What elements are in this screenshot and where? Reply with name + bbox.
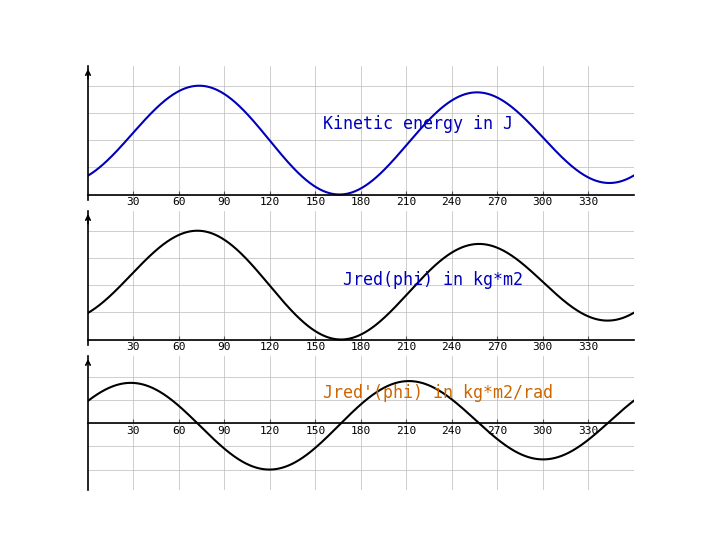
Text: Kinetic energy in J: Kinetic energy in J: [323, 115, 513, 133]
Text: Jred'(phi) in kg*m2/rad: Jred'(phi) in kg*m2/rad: [323, 384, 553, 402]
Text: Jred(phi) in kg*m2: Jred(phi) in kg*m2: [343, 271, 522, 289]
